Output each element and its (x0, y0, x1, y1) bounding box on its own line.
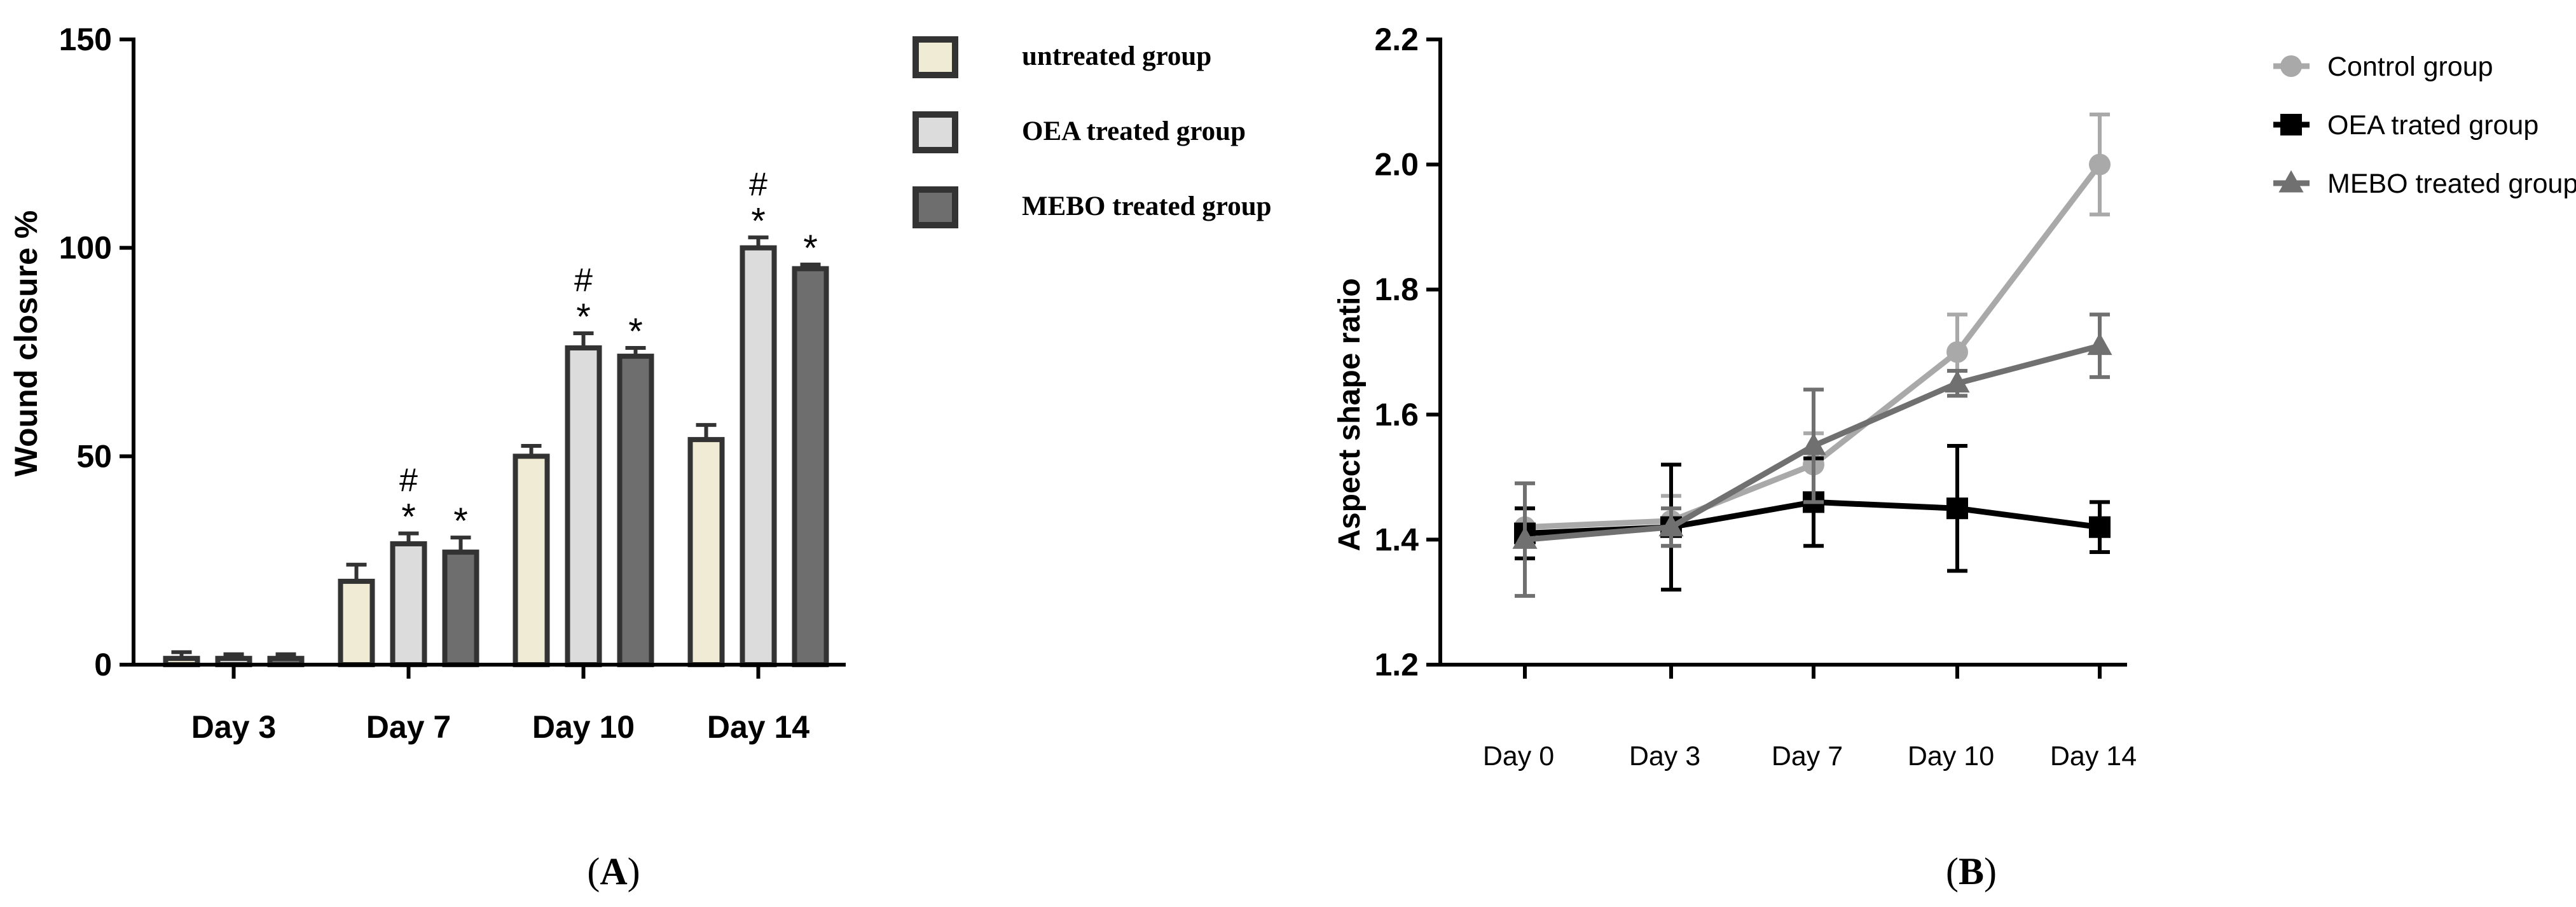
significance-hash: # (399, 462, 418, 499)
significance-hash: # (574, 262, 593, 299)
data-point (2280, 114, 2302, 135)
data-point (1801, 433, 1826, 455)
data-point (2278, 170, 2304, 193)
significance-star: * (401, 497, 416, 538)
chart-a-y-tick-label: 0 (94, 647, 112, 682)
chart-a-y-tick-label: 50 (76, 438, 112, 474)
chart-b-y-axis-label: Aspect shape ratio (1333, 278, 1367, 551)
chart-a-y-tick-label: 150 (59, 22, 112, 57)
legend-label: Control group (2327, 52, 2493, 82)
chart-a-y-axis-label: Wound closure % (8, 211, 44, 477)
bar (338, 578, 375, 668)
chart-b-y-tick-label: 1.8 (1374, 272, 1419, 307)
chart-b-y-tick-label: 2.0 (1374, 147, 1419, 183)
bar (442, 550, 479, 667)
data-point (1658, 514, 1684, 537)
panel-label-b: (B) (1946, 850, 1997, 892)
bar (617, 354, 654, 667)
chart-a-x-tick-label: Day 10 (532, 709, 635, 745)
chart-a-legend: untreated group OEA treated group MEBO tre… (913, 36, 1272, 228)
chart-a-x-tick-label: Day 3 (191, 709, 276, 745)
data-point (1945, 370, 1970, 393)
significance-star: * (628, 311, 643, 352)
legend-swatch (913, 111, 958, 153)
chart-a-x-tick-label: Day 14 (707, 709, 809, 745)
bar (740, 245, 777, 667)
chart-b-x-tick-label: Day 3 (1629, 741, 1700, 772)
significance-hash: # (749, 166, 768, 203)
chart-b-legend: Control group OEA trated group MEBO treate… (2273, 52, 2576, 199)
legend-label: OEA treated group (1022, 116, 1246, 146)
data-point (2280, 55, 2302, 77)
chart-b-y-tick-label: 1.2 (1374, 647, 1419, 682)
significance-star: * (453, 501, 468, 542)
data-point (1946, 497, 1968, 520)
legend-label: untreated group (1022, 41, 1211, 71)
chart-b-x-tick-label: Day 10 (1908, 741, 1994, 772)
legend-label: OEA trated group (2327, 110, 2538, 141)
data-point (2089, 153, 2111, 176)
bar (565, 345, 602, 667)
chart-b-y-tick-label: 1.4 (1374, 522, 1419, 557)
data-point (1946, 341, 1968, 363)
chart-b-x-tick-label: Day 0 (1483, 741, 1554, 772)
legend-label: MEBO treated group (1022, 191, 1272, 221)
chart-b-x-tick-label: Day 7 (1772, 741, 1843, 772)
data-point (1512, 527, 1538, 549)
bar (792, 266, 829, 667)
data-point (2089, 516, 2111, 538)
chart-b-y-tick-label: 2.2 (1374, 22, 1419, 57)
data-point (2087, 333, 2112, 356)
legend-swatch (913, 36, 958, 78)
bar (687, 437, 725, 667)
significance-star: * (803, 228, 818, 269)
significance-star: * (576, 296, 591, 338)
chart-a-y-tick-label: 100 (59, 230, 112, 266)
panel-label-a: (A) (587, 850, 640, 892)
significance-star: * (751, 200, 766, 242)
bar (513, 454, 550, 667)
chart-b-x-tick-label: Day 14 (2050, 741, 2137, 772)
chart-b-y-tick-label: 1.6 (1374, 397, 1419, 433)
panel-label-b-letter: B (1959, 850, 1984, 892)
chart-b: Aspect shape ratio 1.2 1.4 1.6 1.8 2.0 2.2 Day… (1333, 22, 2576, 772)
legend-label: MEBO treated group (2327, 169, 2576, 199)
chart-a-x-tick-label: Day 7 (366, 709, 451, 745)
panel-label-a-letter: A (600, 850, 627, 892)
bar (390, 541, 427, 667)
legend-swatch (913, 186, 958, 228)
